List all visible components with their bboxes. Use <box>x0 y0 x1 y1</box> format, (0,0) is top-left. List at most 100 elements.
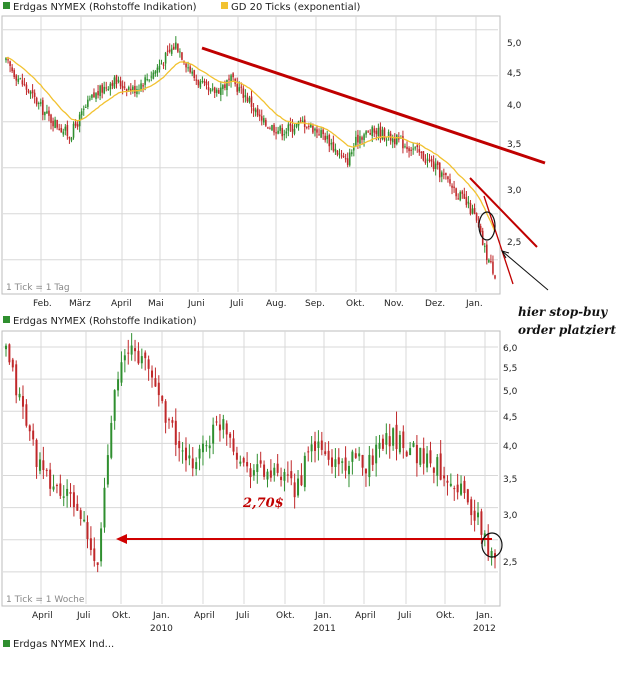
candle-body <box>490 261 492 263</box>
x-tick-label: Feb. <box>33 299 52 309</box>
candle-body <box>271 124 273 131</box>
candle-body <box>297 478 300 496</box>
candle-body <box>361 137 363 140</box>
candle-body <box>222 419 225 430</box>
candle-body <box>201 80 204 82</box>
candle-body <box>410 149 412 151</box>
candle-body <box>429 450 432 464</box>
y-tick-label: 4,0 <box>503 442 518 452</box>
candle-body <box>463 480 466 494</box>
y-tick-label: 5,0 <box>507 39 522 49</box>
candle-body <box>123 355 126 361</box>
candle-body <box>295 123 298 128</box>
candle-body <box>86 522 89 540</box>
candle-body <box>367 131 369 133</box>
candle-body <box>18 393 21 398</box>
candle-body <box>432 161 435 170</box>
candle-body <box>395 134 398 144</box>
candle-body <box>353 147 355 151</box>
candle-body <box>402 136 404 149</box>
candle-body <box>19 78 22 80</box>
candle-body <box>100 528 103 562</box>
level-label: 2,70$ <box>242 496 284 511</box>
candle-body <box>293 128 296 134</box>
candle-body <box>11 359 14 368</box>
candle-body <box>215 89 218 93</box>
candle-body <box>327 450 330 460</box>
breakout-circle <box>478 211 496 241</box>
candle-body <box>280 476 283 481</box>
x-tick-label: Okt. <box>436 611 455 621</box>
candle-body <box>424 160 427 163</box>
x-tick-label: April <box>32 611 53 621</box>
candle-body <box>393 138 396 145</box>
candle-body <box>457 198 459 200</box>
candle-body <box>193 70 196 79</box>
candle-body <box>66 488 69 496</box>
candle-body <box>461 191 464 194</box>
level-arrowhead <box>116 534 127 544</box>
legend-label-ma: GD 20 Ticks (exponential) <box>231 2 360 13</box>
candle-body <box>188 455 191 459</box>
candle-body <box>240 86 243 88</box>
candle-body <box>35 97 38 105</box>
note-line-1: hier stop-buy <box>518 305 608 319</box>
candle-body <box>83 519 86 522</box>
y-tick-label: 4,5 <box>503 413 517 423</box>
x-tick-label: Okt. <box>346 299 365 309</box>
candle-body <box>256 464 259 473</box>
candle-body <box>117 79 120 82</box>
x-tick-label: April <box>194 611 215 621</box>
candle-body <box>293 482 296 498</box>
candle-body <box>446 480 449 483</box>
candle-body <box>475 212 478 221</box>
candle-body <box>266 471 269 480</box>
y-tick-label: 2,5 <box>507 238 521 248</box>
candle-body <box>355 136 357 147</box>
candle-body <box>42 460 45 471</box>
candle-body <box>449 179 451 184</box>
candle-body <box>303 455 306 488</box>
candle-body <box>105 87 108 89</box>
candle-body <box>72 492 75 508</box>
x-year-label: 2011 <box>313 624 336 634</box>
candle-body <box>479 226 482 233</box>
candle-body <box>140 83 142 90</box>
candle-body <box>371 455 374 465</box>
candle-body <box>76 503 79 511</box>
candle-body <box>338 153 341 155</box>
candle-body <box>256 108 259 116</box>
x-axis-weekly: April Juli Okt. Jan. April Juli Okt. Jan… <box>32 611 496 634</box>
candle-body <box>76 124 79 127</box>
y-axis-weekly: 6,0 5,5 5,0 4,5 4,0 3,5 3,0 2,5 <box>503 344 518 568</box>
candle-body <box>451 185 453 188</box>
candle-body <box>287 124 290 131</box>
candle-body <box>336 150 339 155</box>
candle-body <box>492 261 494 274</box>
candle-body <box>279 126 281 131</box>
candle-body <box>15 364 18 396</box>
candle-body <box>377 128 380 137</box>
candle-body <box>334 459 337 467</box>
candle-body <box>69 492 72 494</box>
x-year-label: 2012 <box>473 624 496 634</box>
candle-body <box>494 275 496 279</box>
candle-body <box>449 483 452 486</box>
candle-body <box>320 440 323 450</box>
candle-body <box>144 352 147 359</box>
candle-body <box>473 208 476 214</box>
candle-body <box>46 111 48 114</box>
candle-body <box>5 345 7 350</box>
candle-body <box>415 444 418 464</box>
candle-body <box>232 438 235 452</box>
candle-body <box>7 59 9 61</box>
candle-body <box>32 430 35 440</box>
candle-body <box>324 135 326 141</box>
candle-body <box>82 108 85 110</box>
candle-body <box>162 64 165 66</box>
candle-body <box>134 85 136 94</box>
pointer-arrow <box>501 250 549 291</box>
candle-body <box>117 379 120 391</box>
candle-body <box>324 451 327 454</box>
candle-body <box>436 161 439 165</box>
